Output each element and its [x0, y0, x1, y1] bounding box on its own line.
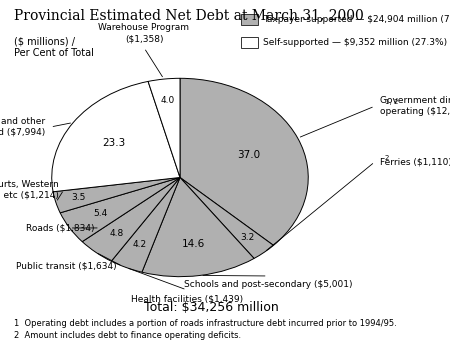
Text: 4.2: 4.2 — [133, 240, 147, 250]
Wedge shape — [148, 78, 180, 177]
Text: 1  Operating debt includes a portion of roads infrastructure debt incurred prior: 1 Operating debt includes a portion of r… — [14, 319, 396, 329]
Wedge shape — [82, 177, 180, 261]
Wedge shape — [142, 177, 254, 277]
Text: 4.0: 4.0 — [160, 96, 175, 105]
Text: 3.2: 3.2 — [240, 233, 255, 242]
Text: 14.6: 14.6 — [182, 239, 205, 249]
Text: Government direct
operating ($12,672): Government direct operating ($12,672) — [380, 96, 450, 116]
Text: Provincial Estimated Net Debt at March 31, 2000: Provincial Estimated Net Debt at March 3… — [14, 9, 363, 23]
Text: Public transit ($1,634): Public transit ($1,634) — [16, 262, 117, 271]
Wedge shape — [180, 78, 308, 245]
Text: Taxpayer-supported — $24,904 million (72.7%): Taxpayer-supported — $24,904 million (72… — [263, 15, 450, 24]
Text: 5.4: 5.4 — [94, 209, 108, 218]
Wedge shape — [60, 177, 180, 242]
Text: Ferries ($1,110): Ferries ($1,110) — [380, 157, 450, 166]
Text: Health facilities ($1,439): Health facilities ($1,439) — [130, 294, 243, 303]
Text: Schools and post-secondary ($5,001): Schools and post-secondary ($5,001) — [184, 280, 352, 289]
Text: Roads ($1,834): Roads ($1,834) — [26, 223, 94, 232]
Wedge shape — [111, 177, 180, 272]
Text: 4.8: 4.8 — [110, 229, 124, 238]
Text: 37.0: 37.0 — [237, 150, 260, 160]
Wedge shape — [53, 177, 180, 213]
Text: 23.3: 23.3 — [102, 139, 126, 148]
Text: Other – jails, courts, Western
Star investment, etc ($1,214): Other – jails, courts, Western Star inve… — [0, 180, 58, 200]
Bar — [241, 14, 258, 25]
Wedge shape — [52, 81, 180, 192]
Wedge shape — [180, 177, 274, 259]
Text: 1, 2: 1, 2 — [385, 99, 398, 105]
Text: Warehouse Program
($1,358): Warehouse Program ($1,358) — [99, 23, 189, 44]
Text: ($ millions) /
Per Cent of Total: ($ millions) / Per Cent of Total — [14, 37, 94, 58]
Text: 2: 2 — [385, 155, 389, 161]
Text: Total: $34,256 million: Total: $34,256 million — [144, 301, 279, 314]
Text: Self-supported — $9,352 million (27.3%): Self-supported — $9,352 million (27.3%) — [263, 38, 447, 47]
Text: Commercial and other
self-supported ($7,994): Commercial and other self-supported ($7,… — [0, 117, 45, 137]
Text: 2  Amount includes debt to finance operating deficits.: 2 Amount includes debt to finance operat… — [14, 331, 241, 340]
Bar — [241, 37, 258, 48]
Text: 3.5: 3.5 — [71, 193, 86, 203]
